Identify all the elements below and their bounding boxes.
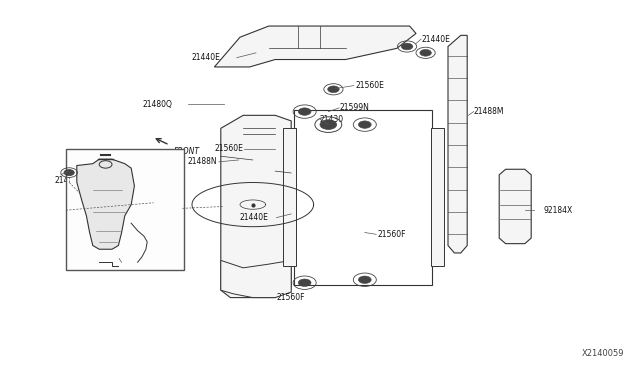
- Circle shape: [358, 276, 371, 283]
- Text: 21560F: 21560F: [378, 230, 406, 239]
- Text: 21599N: 21599N: [339, 103, 369, 112]
- Text: 21440E: 21440E: [240, 213, 269, 222]
- Circle shape: [320, 120, 337, 129]
- Polygon shape: [214, 26, 416, 67]
- Bar: [294, 110, 432, 285]
- Text: 21430: 21430: [320, 115, 344, 124]
- Bar: [66, 149, 184, 270]
- Circle shape: [298, 279, 311, 286]
- Text: 21560F: 21560F: [277, 293, 305, 302]
- Text: 21488M: 21488M: [474, 107, 504, 116]
- Circle shape: [358, 121, 371, 128]
- Text: X2140059: X2140059: [582, 349, 624, 358]
- Text: 21516: 21516: [134, 169, 159, 177]
- Polygon shape: [221, 260, 291, 298]
- Text: 21440E: 21440E: [421, 35, 450, 44]
- Bar: [283, 128, 296, 266]
- Circle shape: [298, 108, 311, 115]
- Circle shape: [64, 170, 74, 176]
- Text: FRONT: FRONT: [174, 147, 200, 156]
- Text: 21560E: 21560E: [355, 81, 384, 90]
- Circle shape: [328, 86, 339, 93]
- Text: 92184X: 92184X: [544, 206, 573, 215]
- Bar: [431, 128, 444, 266]
- Text: 21515: 21515: [86, 258, 111, 267]
- Text: 21440E: 21440E: [192, 53, 221, 62]
- Polygon shape: [448, 35, 467, 253]
- Text: 21488N: 21488N: [188, 157, 218, 166]
- Text: 21510: 21510: [119, 155, 143, 164]
- Text: 21480Q: 21480Q: [143, 100, 173, 109]
- Circle shape: [401, 43, 413, 50]
- Bar: [297, 111, 429, 283]
- Text: 21430A: 21430A: [54, 176, 84, 185]
- Polygon shape: [499, 169, 531, 244]
- Circle shape: [420, 49, 431, 56]
- Polygon shape: [221, 115, 291, 298]
- Polygon shape: [77, 159, 134, 249]
- Text: 21560E: 21560E: [214, 144, 243, 153]
